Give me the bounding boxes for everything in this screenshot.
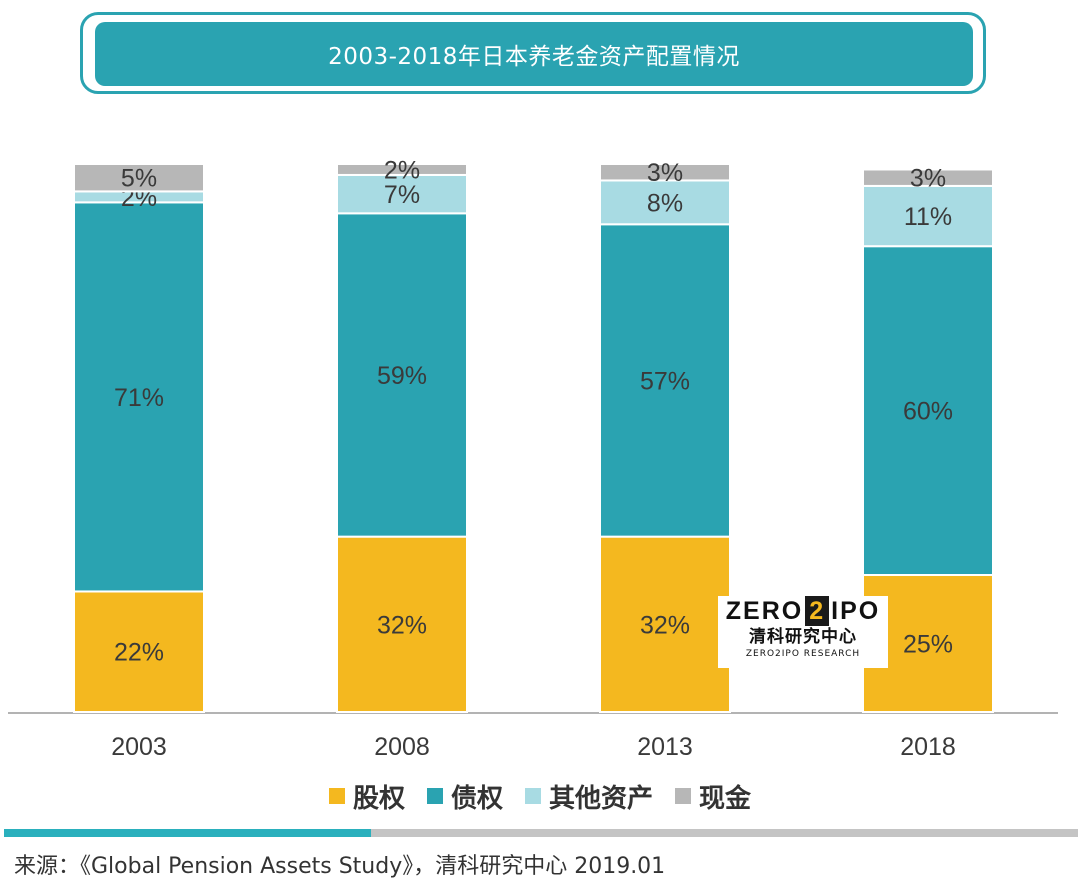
legend-item-1: 债权 (426, 778, 503, 815)
x-tick-label-2018: 2018 (900, 733, 956, 761)
data-label-2013-1: 57% (640, 367, 690, 395)
bar-segment-2018-2 (862, 184, 994, 248)
chart-legend: 股权 债权 其他资产 现金 (0, 776, 1080, 816)
source-note: 来源：《Global Pension Assets Study》，清科研究中心 … (14, 854, 666, 879)
bottom-divider (4, 829, 1078, 837)
legend-label-2: 其他资产 (549, 783, 654, 814)
data-label-2013-2: 8% (647, 189, 683, 217)
bar-segment-2018-3 (862, 168, 994, 187)
data-label-2018-2: 11% (904, 203, 952, 231)
legend-swatch-1 (426, 788, 443, 804)
data-label-2013-0: 32% (640, 611, 690, 639)
bar-segment-2008-3 (336, 163, 468, 176)
bar-segment-2013-2 (599, 179, 731, 226)
legend-swatch-2 (525, 788, 541, 804)
x-tick-label-2003: 2003 (111, 733, 167, 761)
data-label-2018-3: 3% (910, 165, 946, 193)
legend-swatch-3 (675, 788, 692, 804)
chart-title-text: 2003-2018年日本养老金资产配置情况 (328, 44, 740, 70)
watermark-cn-name: 清科研究中心 (749, 627, 857, 647)
data-label-2008-1: 59% (377, 362, 427, 390)
bar-segment-2003-3 (73, 163, 205, 193)
x-tick-label-2008: 2008 (374, 733, 430, 761)
bar-segment-2008-2 (336, 173, 468, 215)
watermark-subtitle: ZERO2IPO RESEARCH (745, 649, 861, 659)
bar-segment-2013-3 (599, 163, 731, 182)
legend-label-0: 股权 (352, 783, 405, 814)
legend-label-1: 债权 (450, 783, 503, 814)
legend-item-3: 现金 (675, 778, 751, 815)
data-label-2008-3: 2% (384, 156, 420, 184)
legend-item-0: 股权 (328, 778, 405, 815)
bottom-divider-accent (4, 829, 371, 837)
data-label-2003-1: 71% (114, 384, 164, 412)
data-label-2008-0: 32% (377, 611, 427, 639)
bar-segment-2018-1 (862, 245, 994, 576)
data-label-2008-2: 7% (384, 181, 420, 209)
bar-segment-2013-1 (599, 223, 731, 538)
bar-segment-2008-1 (336, 212, 468, 538)
chart-title: 2003-2018年日本养老金资产配置情况 (95, 22, 973, 86)
bar-segment-2003-1 (73, 201, 205, 593)
bar-segment-2013-0 (599, 535, 731, 714)
legend-label-3: 现金 (699, 783, 752, 814)
data-label-2018-0: 25% (903, 631, 953, 659)
data-label-2018-1: 60% (903, 398, 953, 426)
zero2ipo-watermark-logo: ZERO 2 IPO 清科研究中心 ZERO2IPO RESEARCH (718, 596, 888, 668)
bar-segment-2003-0 (73, 590, 205, 713)
legend-swatch-0 (328, 788, 345, 804)
data-label-2003-0: 22% (114, 639, 164, 667)
x-tick-label-2013: 2013 (637, 733, 693, 761)
watermark-brand: ZERO 2 IPO (725, 596, 881, 626)
data-label-2003-3: 5% (121, 165, 157, 193)
bar-segment-2008-0 (336, 535, 468, 714)
legend-item-2: 其他资产 (525, 778, 653, 815)
title-frame (80, 12, 986, 94)
data-label-2013-3: 3% (647, 159, 683, 187)
